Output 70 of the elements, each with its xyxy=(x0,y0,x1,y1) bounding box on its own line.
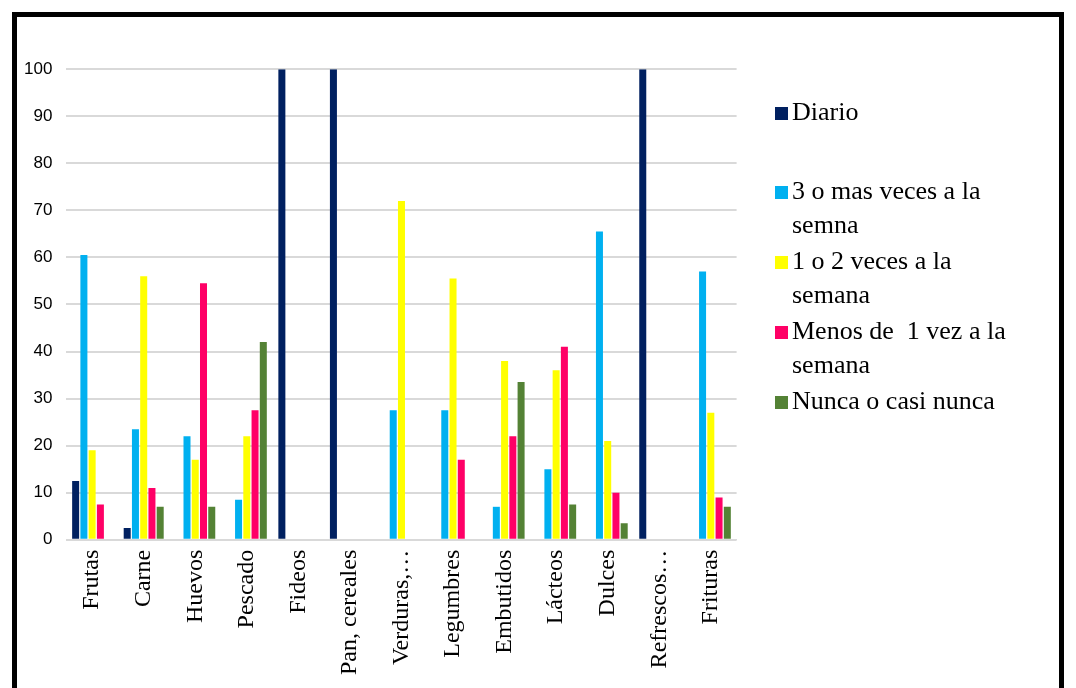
legend-label: Diario xyxy=(792,96,859,128)
bar xyxy=(441,410,449,539)
bar xyxy=(457,459,465,539)
bar xyxy=(699,271,707,539)
x-tick-label: Frutas xyxy=(77,549,104,610)
y-tick-label: 70 xyxy=(33,200,53,220)
x-tick-label: Huevos xyxy=(180,549,207,624)
bar xyxy=(208,506,216,539)
legend-label: Menos de 1 vez a la semana xyxy=(792,315,1007,381)
bar xyxy=(191,459,199,539)
bar xyxy=(88,450,96,539)
bar xyxy=(278,69,286,539)
x-tick-label: Carne xyxy=(128,549,155,608)
bar xyxy=(639,69,647,539)
bar xyxy=(72,480,80,539)
bar xyxy=(140,276,148,539)
bar xyxy=(501,360,509,539)
bar xyxy=(569,504,577,539)
bar xyxy=(183,436,191,539)
x-tick-label: Verduras,… xyxy=(386,549,413,666)
y-tick-label: 100 xyxy=(23,58,53,78)
bar xyxy=(243,436,251,539)
x-tick-label: Dulces xyxy=(593,549,619,617)
y-tick-label: 90 xyxy=(33,105,53,125)
bar xyxy=(492,506,500,539)
bar xyxy=(123,527,131,539)
bar xyxy=(552,370,560,539)
x-tick-label: Pan, cereales xyxy=(335,549,362,675)
bar xyxy=(595,231,603,539)
bar xyxy=(509,436,517,539)
bar xyxy=(251,410,259,539)
bar xyxy=(620,523,628,539)
bar xyxy=(96,504,104,539)
x-tick-label: Lácteos xyxy=(541,549,568,625)
bar xyxy=(715,497,723,539)
bar xyxy=(329,69,337,539)
x-tick-label: Legumbres xyxy=(438,549,465,658)
legend-label: 3 o mas veces a la semna xyxy=(792,175,982,241)
bar xyxy=(156,506,164,539)
bar xyxy=(148,487,156,539)
x-tick-label: Frituras xyxy=(696,549,723,625)
y-tick-label: 60 xyxy=(33,247,53,267)
bar xyxy=(397,200,405,539)
bar xyxy=(131,429,139,539)
legend-label: 1 o 2 veces a la semana xyxy=(792,245,953,311)
bar xyxy=(200,283,208,539)
bar xyxy=(560,346,568,539)
y-tick-label: 30 xyxy=(33,388,53,408)
bar xyxy=(604,440,612,539)
bar xyxy=(707,412,715,539)
bar xyxy=(723,506,731,539)
bar xyxy=(449,278,457,539)
x-tick-label: Embutidos xyxy=(489,549,516,654)
bar xyxy=(235,499,243,539)
y-tick-label: 20 xyxy=(33,435,53,455)
y-tick-label: 0 xyxy=(42,529,53,549)
bar xyxy=(389,410,397,539)
y-tick-label: 40 xyxy=(33,341,53,361)
y-tick-label: 50 xyxy=(33,294,53,314)
bar xyxy=(612,492,620,539)
x-tick-label: Refrescos… xyxy=(644,549,671,669)
x-tick-label: Pescado xyxy=(232,549,259,629)
bar xyxy=(80,255,88,539)
y-tick-label: 80 xyxy=(33,153,53,172)
legend-label: Nunca o casi nunca xyxy=(792,385,995,417)
bar xyxy=(259,342,267,539)
x-tick-label: Fideos xyxy=(283,549,310,614)
bar xyxy=(544,469,552,539)
y-tick-label: 10 xyxy=(33,482,53,502)
bar xyxy=(517,382,525,539)
